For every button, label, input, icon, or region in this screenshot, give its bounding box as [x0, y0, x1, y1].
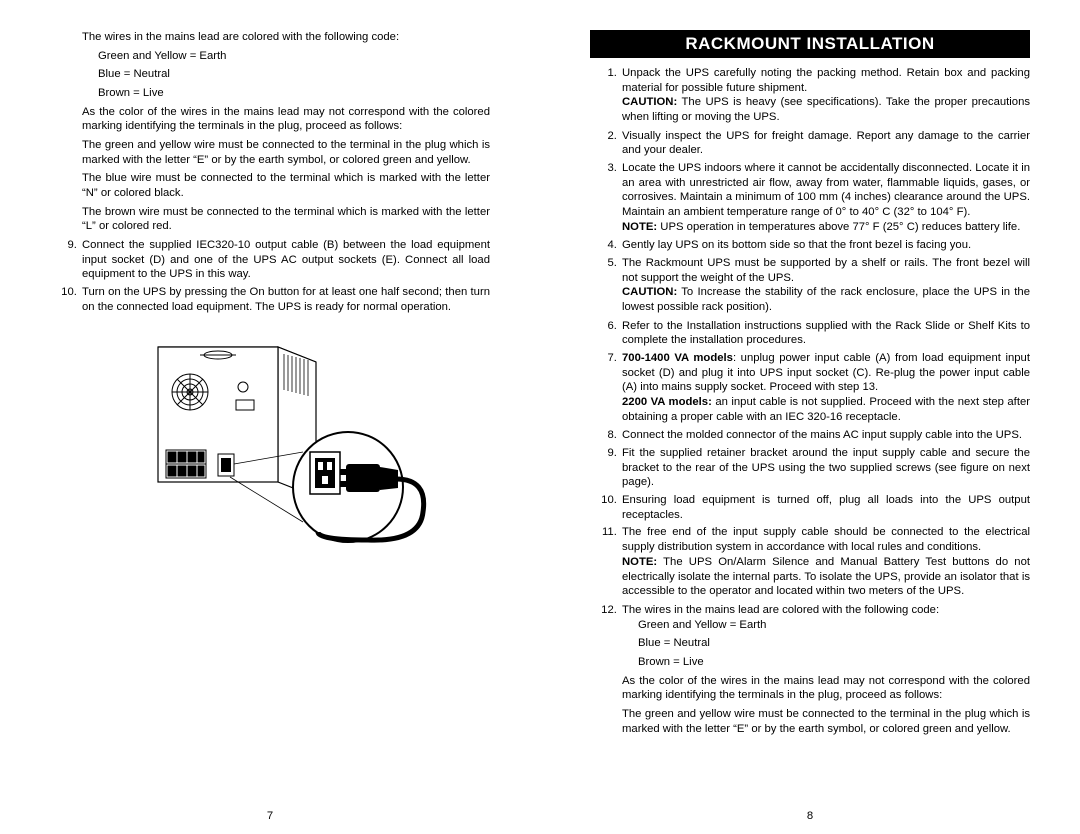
caution-text: The UPS is heavy (see specifications). T… [622, 96, 1030, 123]
step-text: The Rackmount UPS must be supported by a… [622, 257, 1030, 284]
wire-code-line: Green and Yellow = Earth [98, 49, 490, 64]
right-step-7: 700-1400 VA models: unplug power input c… [620, 351, 1030, 424]
page-number-left: 7 [50, 810, 490, 822]
right-step-9: Fit the supplied retainer bracket around… [620, 446, 1030, 490]
right-step-2: Visually inspect the UPS for freight dam… [620, 129, 1030, 158]
left-step-10: Turn on the UPS by pressing the On butto… [80, 285, 490, 314]
continuation-block: The wires in the mains lead are colored … [80, 30, 490, 234]
caution-block: CAUTION: To Increase the stability of th… [622, 285, 1030, 314]
page-left: The wires in the mains lead are colored … [0, 0, 540, 834]
note-text: UPS operation in temperatures above 77° … [657, 221, 1020, 233]
caution-label: CAUTION: [622, 286, 677, 298]
page-number-right: 8 [590, 810, 1030, 822]
caution-label: CAUTION: [622, 96, 677, 108]
model-label: 700-1400 VA models [622, 352, 733, 364]
wire-code-line: Brown = Live [98, 86, 490, 101]
right-step-1: Unpack the UPS carefully noting the pack… [620, 66, 1030, 125]
note-label: NOTE: [622, 556, 657, 568]
note-label: NOTE: [622, 221, 657, 233]
wire-color-note: As the color of the wires in the mains l… [82, 105, 490, 134]
step-text: Unpack the UPS carefully noting the pack… [622, 67, 1030, 94]
wire-code-line: Blue = Neutral [638, 636, 1030, 651]
step-text: The free end of the input supply cable s… [622, 526, 1030, 553]
right-step-10: Ensuring load equipment is turned off, p… [620, 493, 1030, 522]
wire-code-intro: The wires in the mains lead are colored … [82, 30, 490, 45]
right-step-3: Locate the UPS indoors where it cannot b… [620, 161, 1030, 234]
step-text: The wires in the mains lead are colored … [622, 604, 939, 616]
model-block: 2200 VA models: an input cable is not su… [622, 395, 1030, 424]
page-right: RACKMOUNT INSTALLATION Unpack the UPS ca… [540, 0, 1080, 834]
caution-block: CAUTION: The UPS is heavy (see specifica… [622, 95, 1030, 124]
wire-code-line: Brown = Live [638, 655, 1030, 670]
right-step-4: Gently lay UPS on its bottom side so tha… [620, 238, 1030, 253]
right-step-11: The free end of the input supply cable s… [620, 525, 1030, 598]
caution-text: To Increase the stability of the rack en… [622, 286, 1030, 313]
rackmount-header: RACKMOUNT INSTALLATION [590, 30, 1030, 58]
note-text: The UPS On/Alarm Silence and Manual Batt… [622, 556, 1030, 597]
ups-rear-figure [88, 332, 428, 562]
left-step-9: Connect the supplied IEC320-10 output ca… [80, 238, 490, 282]
note-block: NOTE: The UPS On/Alarm Silence and Manua… [622, 555, 1030, 599]
wire-brown-note: The brown wire must be connected to the … [82, 205, 490, 234]
wire-gy-note: The green and yellow wire must be connec… [82, 138, 490, 167]
right-step-8: Connect the molded connector of the main… [620, 428, 1030, 443]
model-label: 2200 VA models: [622, 396, 712, 408]
right-step-12: The wires in the mains lead are colored … [620, 603, 1030, 736]
step-text: Locate the UPS indoors where it cannot b… [622, 162, 1030, 218]
wire-gy-note: The green and yellow wire must be connec… [622, 707, 1030, 736]
wire-color-note: As the color of the wires in the mains l… [622, 674, 1030, 703]
page-spread: The wires in the mains lead are colored … [0, 0, 1080, 834]
note-block: NOTE: UPS operation in temperatures abov… [622, 220, 1030, 235]
wire-code-line: Blue = Neutral [98, 67, 490, 82]
wire-blue-note: The blue wire must be connected to the t… [82, 171, 490, 200]
right-step-6: Refer to the Installation instructions s… [620, 319, 1030, 348]
right-step-5: The Rackmount UPS must be supported by a… [620, 256, 1030, 315]
wire-code-line: Green and Yellow = Earth [638, 618, 1030, 633]
